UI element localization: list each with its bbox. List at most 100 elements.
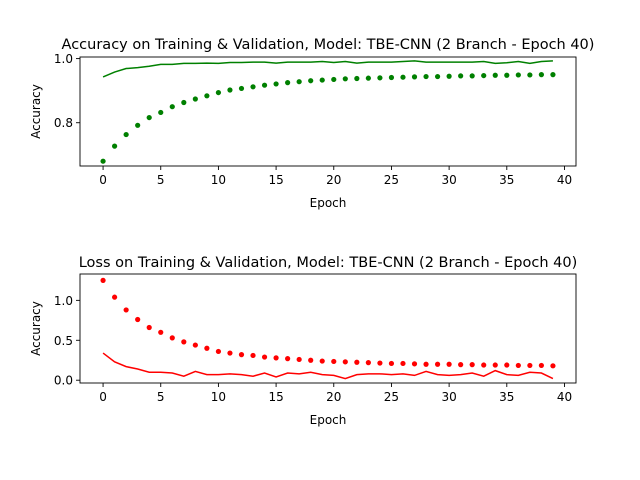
- x-tick-label: 15: [268, 173, 283, 187]
- x-tick-label: 10: [211, 390, 226, 404]
- series-line: [102, 60, 553, 78]
- data-point: [308, 78, 314, 84]
- x-tick-label: 25: [384, 173, 399, 187]
- chart-title: Accuracy on Training & Validation, Model…: [62, 37, 595, 53]
- x-axis-label: Epoch: [310, 196, 347, 210]
- series-dots: [100, 72, 556, 164]
- data-point: [365, 360, 371, 366]
- data-point: [550, 363, 556, 369]
- data-point: [192, 96, 198, 102]
- data-point: [365, 75, 371, 81]
- series-line: [102, 60, 553, 78]
- data-point: [388, 74, 395, 81]
- data-point: [538, 362, 545, 369]
- data-point: [550, 72, 556, 78]
- data-point: [285, 356, 291, 362]
- data-point: [319, 358, 325, 364]
- data-point: [342, 76, 348, 82]
- data-point: [215, 348, 222, 355]
- x-tick-label: 10: [211, 173, 226, 187]
- x-tick-label: 20: [326, 173, 341, 187]
- data-point: [354, 75, 360, 82]
- data-point: [423, 73, 429, 80]
- data-point: [261, 82, 268, 88]
- x-tick-label: 40: [557, 390, 572, 404]
- data-point: [146, 324, 152, 331]
- data-point: [469, 362, 475, 368]
- data-point: [342, 359, 348, 365]
- x-tick-label: 5: [157, 173, 165, 187]
- data-point: [158, 109, 164, 116]
- y-tick-label: 0.0: [54, 374, 73, 388]
- data-point: [123, 307, 129, 313]
- x-axis-label: Epoch: [310, 413, 347, 427]
- data-point: [331, 358, 337, 365]
- data-point: [112, 294, 118, 300]
- data-point: [446, 361, 452, 367]
- data-point: [250, 84, 256, 90]
- chart-0: Accuracy on Training & Validation, Model…: [29, 37, 594, 210]
- data-point: [123, 131, 129, 138]
- data-point: [227, 350, 233, 356]
- data-point: [434, 73, 441, 80]
- data-point: [273, 355, 279, 361]
- x-tick-label: 15: [268, 390, 283, 404]
- series-line: [102, 352, 554, 380]
- data-point: [400, 74, 406, 80]
- x-tick-label: 0: [99, 173, 107, 187]
- data-point: [515, 362, 521, 369]
- series-dots: [100, 277, 556, 369]
- data-point: [181, 339, 187, 345]
- x-tick-label: 25: [384, 390, 399, 404]
- chart-1: Loss on Training & Validation, Model: TB…: [29, 255, 577, 427]
- data-point: [204, 93, 210, 99]
- x-tick-label: 30: [441, 173, 456, 187]
- data-point: [296, 356, 302, 363]
- data-point: [192, 342, 198, 348]
- chart-title: Loss on Training & Validation, Model: TB…: [79, 255, 578, 271]
- data-point: [238, 85, 245, 92]
- x-tick-label: 5: [157, 390, 165, 404]
- data-point: [296, 79, 302, 85]
- y-tick-label: 1.0: [54, 294, 73, 308]
- data-point: [250, 352, 256, 359]
- data-point: [458, 362, 464, 368]
- data-point: [308, 357, 314, 363]
- data-point: [469, 73, 475, 79]
- plot-frame: [79, 56, 577, 167]
- data-point: [504, 362, 510, 368]
- data-point: [285, 80, 291, 86]
- data-point: [227, 87, 233, 93]
- data-point: [238, 352, 245, 358]
- data-point: [411, 361, 418, 367]
- x-tick-label: 30: [441, 390, 456, 404]
- data-point: [261, 354, 268, 360]
- data-point: [112, 143, 118, 149]
- data-point: [100, 277, 106, 283]
- y-axis-label: Accuracy: [29, 301, 43, 356]
- x-tick-label: 35: [499, 390, 514, 404]
- data-point: [388, 360, 395, 367]
- data-point: [169, 335, 175, 341]
- data-point: [446, 73, 452, 79]
- data-point: [319, 77, 325, 83]
- data-point: [169, 104, 175, 110]
- series-line: [102, 352, 554, 380]
- data-point: [273, 81, 279, 87]
- x-tick-label: 40: [557, 173, 572, 187]
- data-point: [204, 345, 210, 351]
- data-point: [458, 73, 464, 79]
- data-point: [377, 360, 383, 366]
- y-axis-label: Accuracy: [29, 84, 43, 139]
- x-tick-label: 20: [326, 390, 341, 404]
- data-point: [515, 72, 521, 78]
- data-point: [434, 361, 441, 367]
- x-tick-label: 0: [99, 390, 107, 404]
- data-point: [135, 122, 141, 128]
- data-point: [527, 362, 533, 369]
- y-tick-label: 0.8: [54, 116, 73, 130]
- data-point: [481, 72, 487, 79]
- data-point: [354, 359, 360, 365]
- data-point: [492, 362, 498, 368]
